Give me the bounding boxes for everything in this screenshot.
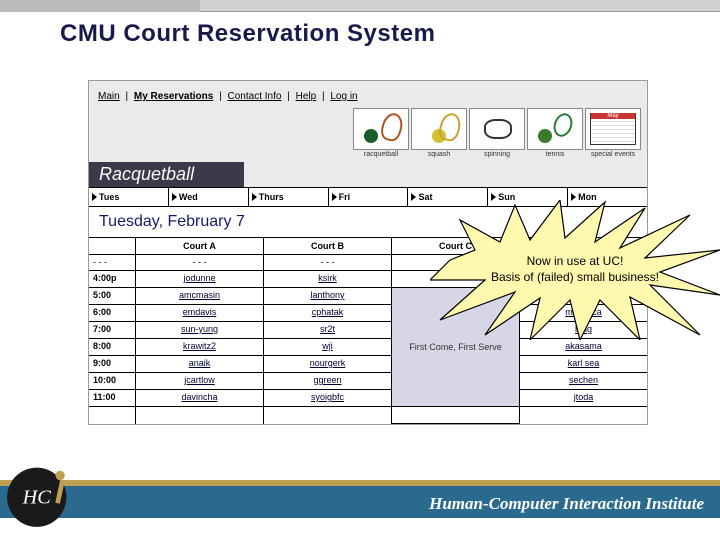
day-tab[interactable]: Thurs [249, 188, 329, 206]
triangle-icon [92, 193, 97, 201]
nav-sep: | [219, 91, 222, 102]
sport-thumbnails: racquetball squash spinning tennis speci… [89, 108, 647, 162]
slot[interactable]: cphatak [264, 305, 391, 322]
time-cell: 4:00p [89, 271, 135, 288]
slot[interactable]: ksirk [264, 271, 391, 288]
slot[interactable]: akasama [520, 339, 647, 356]
day-tab[interactable]: Tues [89, 188, 169, 206]
triangle-icon [172, 193, 177, 201]
slot[interactable]: sun-yung [136, 322, 263, 339]
slot[interactable]: lanthony [264, 288, 391, 305]
slide-title: CMU Court Reservation System [0, 12, 720, 48]
time-cell: 6:00 [89, 305, 135, 322]
nav-sep: | [125, 91, 128, 102]
slot[interactable]: nourgerk [264, 356, 391, 373]
slide-top-bar [0, 0, 720, 12]
nav-main[interactable]: Main [98, 91, 120, 102]
day-tab[interactable]: Wed [169, 188, 249, 206]
time-cell: 11:00 [89, 390, 135, 407]
slot[interactable]: karl sea [520, 356, 647, 373]
slot[interactable]: jtoda [520, 390, 647, 407]
slot[interactable]: amcmasin [136, 288, 263, 305]
hcii-logo: HC [4, 452, 82, 530]
thumb-spinning[interactable]: spinning [469, 108, 525, 158]
burst-line2: Basis of (failed) small business! [491, 270, 659, 286]
nav-sep: | [322, 91, 325, 102]
slot[interactable]: emdavis [136, 305, 263, 322]
nav-reservations[interactable]: My Reservations [134, 91, 213, 102]
slot[interactable]: sr2t [264, 322, 391, 339]
day-tab[interactable]: Fri [329, 188, 409, 206]
thumb-events[interactable]: special events [585, 108, 641, 158]
time-cell: 7:00 [89, 322, 135, 339]
starburst-callout: Now in use at UC! Basis of (failed) smal… [430, 200, 720, 340]
nav-login[interactable]: Log in [330, 91, 357, 102]
slot[interactable]: krawitz2 [136, 339, 263, 356]
triangle-icon [252, 193, 257, 201]
svg-text:HC: HC [22, 486, 52, 508]
burst-line1: Now in use at UC! [527, 254, 624, 270]
court-column-a: Court A - - - jodunne amcmasin emdavis s… [135, 238, 263, 424]
nav-contact[interactable]: Contact Info [228, 91, 282, 102]
time-column: - - - 4:00p 5:00 6:00 7:00 8:00 9:00 10:… [89, 238, 135, 424]
slot[interactable]: syoigbfc [264, 390, 391, 407]
thumb-tennis[interactable]: tennis [527, 108, 583, 158]
slot[interactable]: anaik [136, 356, 263, 373]
time-cell: 10:00 [89, 373, 135, 390]
time-cell: 5:00 [89, 288, 135, 305]
triangle-icon [411, 193, 416, 201]
time-cell: 9:00 [89, 356, 135, 373]
nav-help[interactable]: Help [296, 91, 317, 102]
court-column-b: Court B - - - ksirk lanthony cphatak sr2… [263, 238, 391, 424]
slot[interactable]: davincha [136, 390, 263, 407]
thumb-squash[interactable]: squash [411, 108, 467, 158]
slot[interactable]: ggreen [264, 373, 391, 390]
footer-text: Human-Computer Interaction Institute [429, 494, 704, 514]
time-cell: 8:00 [89, 339, 135, 356]
slot[interactable]: jodunne [136, 271, 263, 288]
slot[interactable]: wji [264, 339, 391, 356]
sport-heading: Racquetball [89, 162, 244, 187]
nav-sep: | [287, 91, 290, 102]
triangle-icon [332, 193, 337, 201]
slot[interactable] [392, 407, 519, 424]
slot[interactable]: sechen [520, 373, 647, 390]
thumb-racquetball[interactable]: racquetball [353, 108, 409, 158]
slot[interactable]: jcartlow [136, 373, 263, 390]
nav-bar: Main | My Reservations | Contact Info | … [89, 81, 647, 108]
